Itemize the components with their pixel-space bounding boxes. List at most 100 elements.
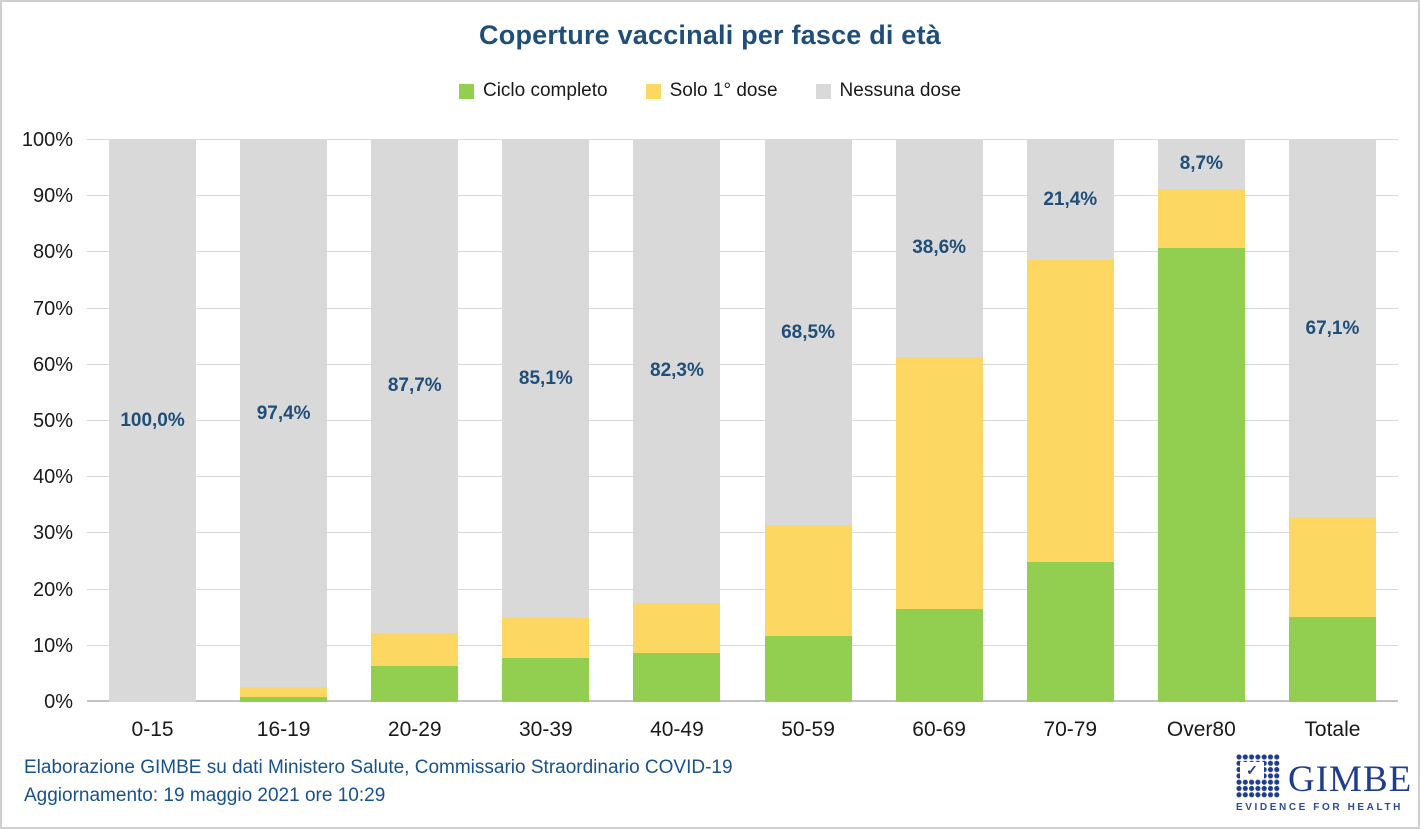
bar-segment-ciclo-completo: [633, 653, 721, 702]
gimbe-logo-wordmark: GIMBE: [1288, 759, 1413, 800]
plot-area: 0% 10% 20% 30% 40% 50% 60% 70% 80% 90% 100% 100,0% 0…: [22, 130, 1398, 741]
y-axis-label: 70%: [32, 297, 73, 320]
bar-segment-nessuna-dose: [1157, 140, 1245, 189]
bar-segment-solo-1-dose: [633, 602, 721, 654]
bar-segment-ciclo-completo: [240, 696, 328, 702]
y-axis-label: 100%: [21, 129, 73, 151]
bar-segment-nessuna-dose: [240, 140, 328, 688]
x-axis-label: 50-59: [781, 718, 835, 741]
bar-segment-nessuna-dose: [1026, 140, 1114, 261]
legend-swatch-icon: [815, 83, 831, 99]
gridline: [87, 588, 1398, 590]
legend-label: Nessuna dose: [839, 80, 962, 101]
footer-source-note: Elaborazione GIMBE su dati Ministero Sal…: [24, 754, 733, 810]
bar-segment-nessuna-dose: [502, 140, 590, 619]
check-icon: ✓: [1240, 762, 1264, 779]
bar-data-label: 87,7%: [387, 375, 442, 397]
x-axis-label: 60-69: [912, 718, 966, 741]
bar-segment-solo-1-dose: [1157, 188, 1245, 249]
legend-swatch-icon: [645, 83, 661, 99]
y-axis-label: 90%: [32, 185, 73, 208]
bar-segment-solo-1-dose: [1288, 517, 1376, 617]
stacked-bar-70-79: [1026, 140, 1114, 702]
legend-label: Ciclo completo: [482, 80, 608, 101]
stacked-bar-16-19: [240, 140, 328, 702]
bar-segment-solo-1-dose: [1026, 260, 1114, 562]
gridline: [87, 251, 1398, 253]
stacked-bar-30-39: [502, 140, 590, 702]
y-axis-label: 10%: [32, 634, 73, 657]
bar-segment-solo-1-dose: [764, 524, 852, 636]
bar-segment-nessuna-dose: [371, 140, 459, 633]
bar-data-label: 82,3%: [650, 360, 704, 382]
bar-segment-nessuna-dose: [895, 140, 983, 357]
bar-data-label: 97,4%: [256, 402, 311, 424]
gridline: [87, 476, 1398, 478]
stacked-bar-totale: [1288, 140, 1376, 702]
x-axis-label: 30-39: [518, 718, 573, 741]
bar-data-label: 21,4%: [1043, 189, 1098, 211]
gridline: [87, 139, 1398, 140]
x-axis-label: Over80: [1166, 718, 1236, 741]
x-axis-label: 70-79: [1043, 718, 1098, 741]
bar-segment-nessuna-dose: [109, 140, 197, 702]
legend-label: Solo 1° dose: [669, 80, 778, 101]
y-axis-label: 80%: [32, 241, 73, 264]
bar-segment-ciclo-completo: [895, 608, 983, 702]
legend-item: Ciclo completo: [458, 80, 608, 102]
bar-segment-nessuna-dose: [633, 140, 721, 603]
bar-data-label: 85,1%: [518, 368, 573, 390]
y-axis-label: 0%: [44, 691, 73, 713]
bar-segment-ciclo-completo: [1026, 561, 1114, 702]
bar-data-label: 38,6%: [912, 237, 967, 259]
bar-segment-ciclo-completo: [371, 666, 459, 702]
bar-segment-ciclo-completo: [502, 658, 590, 702]
bar-segment-solo-1-dose: [240, 687, 328, 697]
stacked-bar-0-15: [109, 140, 197, 702]
footer-line-source: Elaborazione GIMBE su dati Ministero Sal…: [24, 757, 733, 778]
y-axis-label: 60%: [32, 353, 73, 376]
gridline: [87, 644, 1398, 646]
gridline: [87, 532, 1398, 534]
gimbe-logo-tagline: EVIDENCE FOR HEALTH: [1236, 802, 1403, 813]
y-axis-label: 30%: [32, 522, 73, 545]
gimbe-logo: ✓ GIMBE EVIDENCE FOR HEALTH: [1236, 754, 1411, 813]
bar-segment-nessuna-dose: [1288, 140, 1376, 518]
y-axis-label: 20%: [32, 578, 73, 601]
bar-data-label: 67,1%: [1305, 317, 1360, 339]
bar-segment-solo-1-dose: [895, 356, 983, 609]
bar-data-label: 68,5%: [781, 321, 835, 343]
x-axis-label: 0-15: [131, 718, 174, 741]
gridline: [87, 420, 1398, 421]
x-axis-label: 16-19: [256, 718, 311, 741]
bar-segment-solo-1-dose: [371, 632, 459, 667]
legend-swatch-icon: [458, 83, 474, 99]
bar-segment-ciclo-completo: [1288, 616, 1376, 702]
bar-segment-ciclo-completo: [1157, 248, 1245, 702]
legend-item: Nessuna dose: [815, 80, 962, 102]
footer-line-update: Aggiornamento: 19 maggio 2021 ore 10:29: [24, 785, 386, 806]
x-axis-label: 20-29: [387, 718, 442, 741]
stacked-bar-over80: [1157, 140, 1245, 702]
bar-segment-nessuna-dose: [764, 140, 852, 525]
bar-data-label: 100,0%: [120, 410, 185, 431]
x-axis-line: [87, 700, 1398, 702]
gridline: [87, 363, 1398, 365]
x-axis-label: 40-49: [650, 718, 704, 741]
bar-segment-ciclo-completo: [764, 635, 852, 702]
y-axis-label: 50%: [32, 410, 73, 432]
legend-item: Solo 1° dose: [645, 80, 778, 102]
chart-title: Coperture vaccinali per fasce di età: [479, 20, 941, 50]
stacked-bar-50-59: [764, 140, 852, 702]
chart-legend: Ciclo completo Solo 1° dose Nessuna dose: [2, 80, 1418, 102]
bar-segment-solo-1-dose: [502, 618, 590, 659]
stacked-bar-60-69: [895, 140, 983, 702]
y-axis-label: 40%: [32, 466, 73, 489]
gimbe-logo-icon: ✓: [1236, 754, 1280, 798]
gridline: [87, 307, 1398, 309]
stacked-bar-20-29: [371, 140, 459, 702]
stacked-bar-40-49: [633, 140, 721, 702]
bar-data-label: 8,7%: [1179, 153, 1223, 175]
gridline: [87, 195, 1398, 197]
